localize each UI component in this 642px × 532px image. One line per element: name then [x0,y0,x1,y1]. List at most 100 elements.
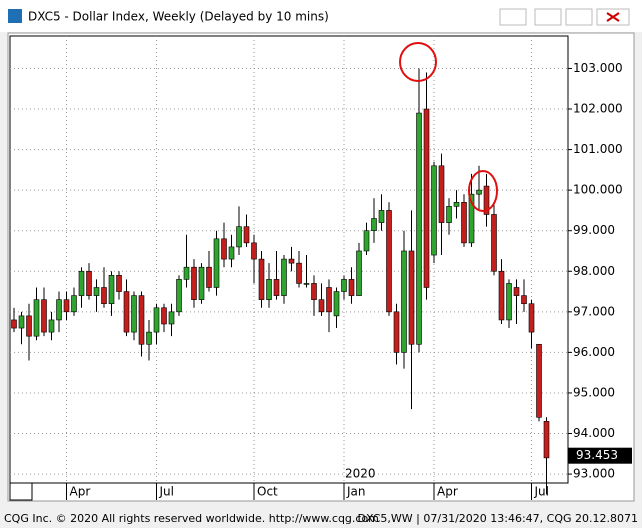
candle-body [243,226,250,244]
candle-body [543,421,550,459]
candle-body [326,287,332,313]
candle-body [18,315,25,329]
candle-body [251,242,257,260]
candle-body [521,295,527,305]
candle-body [363,230,370,252]
candle-body [386,210,392,313]
candle-body [56,299,62,321]
candle-body [191,266,197,300]
candle-body [221,238,227,260]
candle-body [41,299,47,333]
candle-body [536,343,542,418]
candle-body [453,202,460,207]
maximize-button[interactable] [565,8,593,26]
candle-body [296,262,302,284]
candle-body [101,287,107,305]
y-tick-label: 103.000 [573,61,623,75]
x-tick-label: Apr [70,485,91,499]
candle-body [498,270,505,321]
y-tick-label: 94.000 [573,426,615,440]
y-tick-label: 101.000 [573,142,623,156]
minimize-button[interactable] [534,8,562,26]
candle-body [273,279,280,296]
candle-body [311,283,317,300]
scroll-button[interactable] [9,482,33,501]
y-tick-label: 95.000 [573,385,615,399]
candle-body [371,218,377,232]
candle-body [138,295,145,345]
candle-body [86,270,92,296]
candle-body [236,226,242,248]
candle-body [476,189,482,195]
candle-body [183,266,190,280]
candle-body [146,331,152,345]
footer-left: CQG Inc. © 2020 All rights reserved worl… [4,512,379,525]
y-tick-label: 98.000 [573,264,615,278]
candle-body [281,258,287,296]
candle-body [303,283,310,285]
candle-body [438,165,445,223]
candle-body [131,295,137,333]
candle-body [78,270,85,296]
candle-body [71,295,77,313]
candle-body [198,266,205,300]
x-tick-label: Jul [534,485,549,499]
window-title: DXC5 - Dollar Index, Weekly (Delayed by … [28,10,329,24]
x-tick-label: Oct [257,485,278,499]
app-icon [8,9,22,23]
candle-body [401,250,407,353]
candle-body [461,202,467,244]
candle-body [288,258,295,264]
candle-body [33,299,40,337]
candle-body [11,319,17,329]
candle-body [506,283,512,321]
candle-body [228,246,235,260]
candle-body [423,108,430,288]
candle-body [333,291,340,317]
candle-body [446,206,452,223]
candle-body [206,266,212,288]
candle-body [108,275,115,305]
x-tick-label: Apr [437,485,458,499]
candle-body [93,287,100,296]
last-value-box [568,447,632,464]
candle-body [168,311,175,325]
y-tick-label: 102.000 [573,102,623,116]
highlight-circle [468,170,498,212]
candle-body [48,319,55,333]
last-value-label: 93.453 [576,448,618,462]
footer-right: DXC5,WW | 07/31/2020 13:46:47, CQG 20.12… [358,512,638,525]
candle-body [393,311,400,353]
y-tick-label: 100.000 [573,183,623,197]
candle-body [63,299,70,313]
candle-body [513,287,520,296]
candle-body [528,303,535,333]
candle-body [348,279,355,296]
x-tick-label: Jan [346,485,366,499]
y-tick-label: 96.000 [573,345,615,359]
candle-body [318,299,325,313]
year-label: 2020 [345,467,376,481]
y-tick-label: 93.000 [573,467,615,481]
candle-body [176,279,182,313]
candle-body [161,307,167,325]
plot-area [9,35,569,484]
candle-body [153,307,160,333]
candle-body [258,258,265,300]
close-icon [606,12,620,22]
y-tick-label: 97.000 [573,304,615,318]
candle-body [468,193,475,244]
candle-body [341,279,347,292]
candle-body [26,315,32,337]
candle-body [416,112,422,345]
candle-body [123,291,130,333]
candle-body [116,275,122,292]
link-button[interactable] [499,8,527,26]
candle-body [408,250,415,345]
candle-body [491,214,497,272]
candle-body [356,250,362,296]
x-tick-label: Jul [159,485,174,499]
candle-body [431,165,437,256]
y-tick-label: 99.000 [573,223,615,237]
